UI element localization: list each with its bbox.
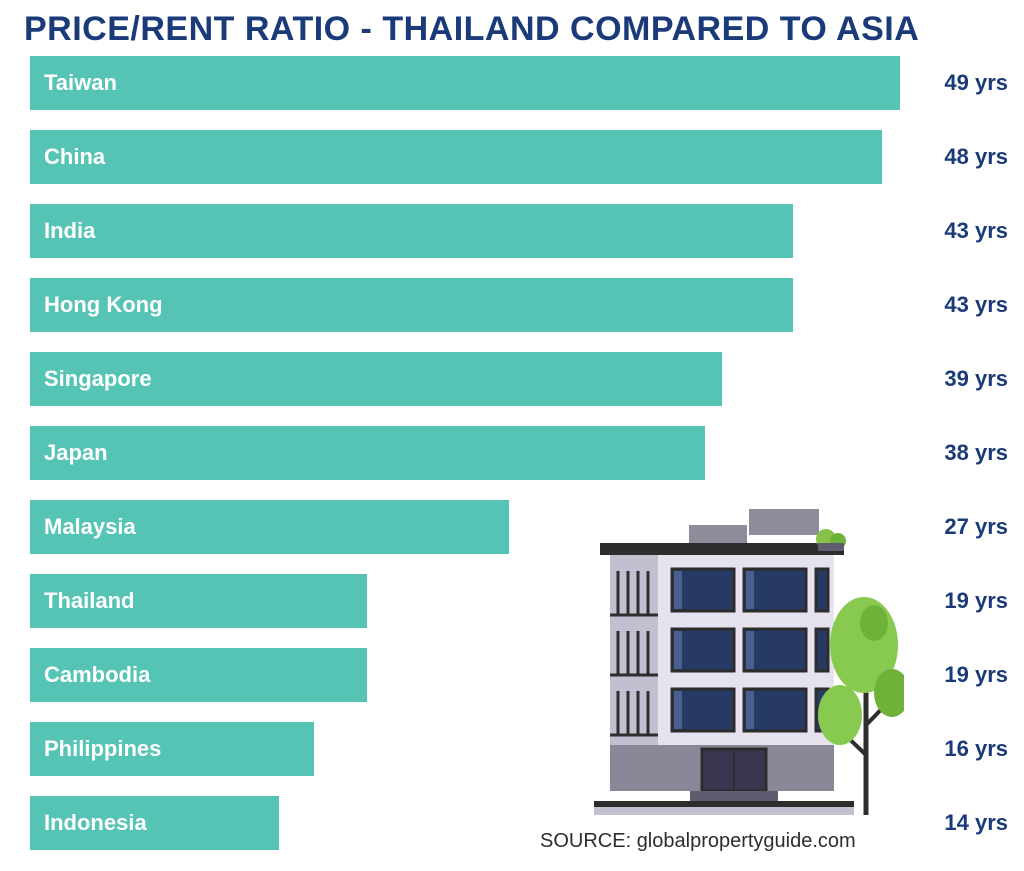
bar: Taiwan xyxy=(30,56,900,110)
bar-label: Thailand xyxy=(30,588,134,614)
bar: India xyxy=(30,204,793,258)
bar-value: 19 yrs xyxy=(908,574,1008,628)
bar: Thailand xyxy=(30,574,367,628)
bar-value: 19 yrs xyxy=(908,648,1008,702)
bar-label: India xyxy=(30,218,95,244)
bar-row: Taiwan xyxy=(30,56,900,110)
value-column: 49 yrs 48 yrs 43 yrs 43 yrs 39 yrs 38 yrs 27 y… xyxy=(908,56,1008,870)
bar: Cambodia xyxy=(30,648,367,702)
bar-value: 48 yrs xyxy=(908,130,1008,184)
source-prefix: SOURCE: xyxy=(540,830,637,852)
bar-row: China xyxy=(30,130,900,184)
bar-value: 39 yrs xyxy=(908,352,1008,406)
building-illustration xyxy=(594,505,904,835)
bar: China xyxy=(30,130,882,184)
bar: Singapore xyxy=(30,352,722,406)
bar-label: Japan xyxy=(30,440,108,466)
source-text: SOURCE: globalpropertyguide.com xyxy=(540,830,856,853)
bar-label: Singapore xyxy=(30,366,152,392)
bar-label: Indonesia xyxy=(30,810,147,836)
building-svg xyxy=(594,505,904,835)
bar: Philippines xyxy=(30,722,314,776)
bar-row: Hong Kong xyxy=(30,278,900,332)
chart-title: PRICE/RENT RATIO - THAILAND COMPARED TO … xyxy=(24,10,1000,49)
bar-row: India xyxy=(30,204,900,258)
bar: Indonesia xyxy=(30,796,279,850)
source-value: globalpropertyguide.com xyxy=(637,830,856,852)
bar: Malaysia xyxy=(30,500,509,554)
bar-row: Japan xyxy=(30,426,900,480)
bar-value: 14 yrs xyxy=(908,796,1008,850)
bar: Hong Kong xyxy=(30,278,793,332)
bar-label: Hong Kong xyxy=(30,292,163,318)
bar-value: 49 yrs xyxy=(908,56,1008,110)
bar-value: 43 yrs xyxy=(908,278,1008,332)
bar-row: Singapore xyxy=(30,352,900,406)
bar-label: China xyxy=(30,144,105,170)
bar-value: 27 yrs xyxy=(908,500,1008,554)
bar-label: Taiwan xyxy=(30,70,117,96)
bar-value: 38 yrs xyxy=(908,426,1008,480)
bar-label: Malaysia xyxy=(30,514,136,540)
infographic-canvas: PRICE/RENT RATIO - THAILAND COMPARED TO … xyxy=(0,0,1024,871)
bar: Japan xyxy=(30,426,705,480)
bar-label: Philippines xyxy=(30,736,161,762)
bar-value: 43 yrs xyxy=(908,204,1008,258)
bar-label: Cambodia xyxy=(30,662,150,688)
bar-value: 16 yrs xyxy=(908,722,1008,776)
